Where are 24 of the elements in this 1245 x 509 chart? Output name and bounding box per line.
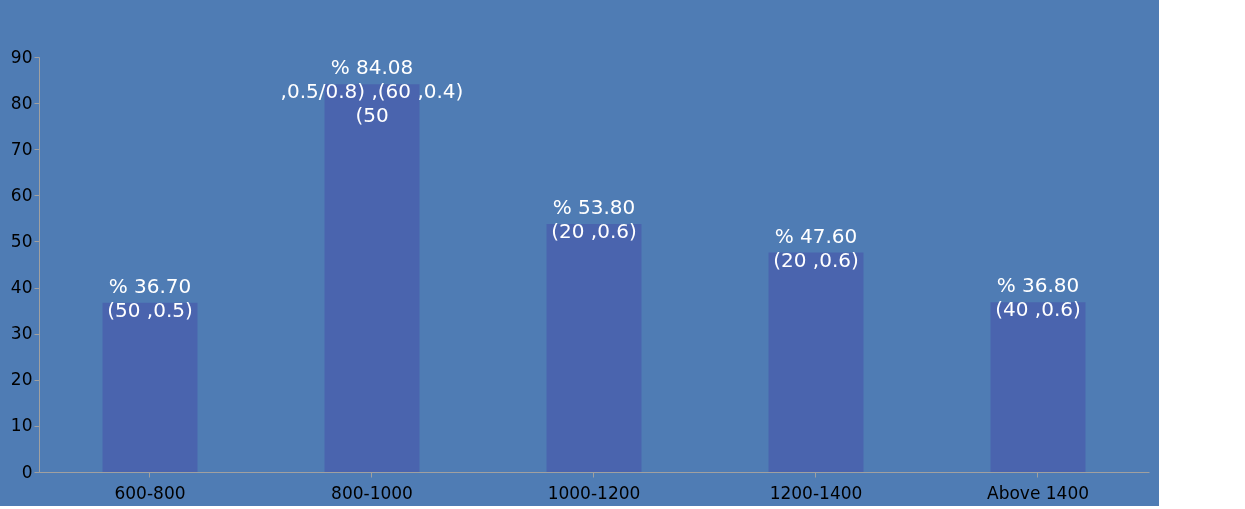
y-tick-label: 70	[10, 138, 33, 159]
y-tick-label: 50	[10, 230, 33, 251]
y-tick-label: 0	[21, 461, 33, 482]
y-tick-label: 60	[10, 184, 33, 205]
y-tick-label: 80	[10, 92, 33, 113]
bar	[546, 223, 642, 472]
bar	[768, 252, 864, 472]
data-label: % 36.70 (50 ,0.5)	[107, 273, 193, 322]
bar	[990, 302, 1086, 472]
y-tick-label: 90	[10, 46, 33, 67]
bar	[102, 302, 198, 472]
y-tick-label: 30	[10, 323, 33, 344]
data-label: % 53.80 (20 ,0.6)	[551, 194, 637, 243]
x-tick-label: 1200-1400	[769, 482, 863, 503]
data-label: % 36.80 (40 ,0.6)	[995, 273, 1081, 322]
y-tick-label: 20	[10, 369, 33, 390]
data-label: % 84.08 ,0.5/0.8) ,(60 ,0.4) (50	[280, 55, 464, 128]
x-tick-label: 1000-1200	[547, 482, 641, 503]
y-tick-label: 40	[10, 277, 33, 298]
x-tick-label: 600-800	[114, 482, 186, 503]
y-tick-label: 10	[10, 415, 33, 436]
x-tick-label: Above 1400	[986, 482, 1090, 503]
data-label: % 47.60 (20 ,0.6)	[773, 223, 859, 272]
x-tick-label: 800-1000	[331, 482, 413, 503]
